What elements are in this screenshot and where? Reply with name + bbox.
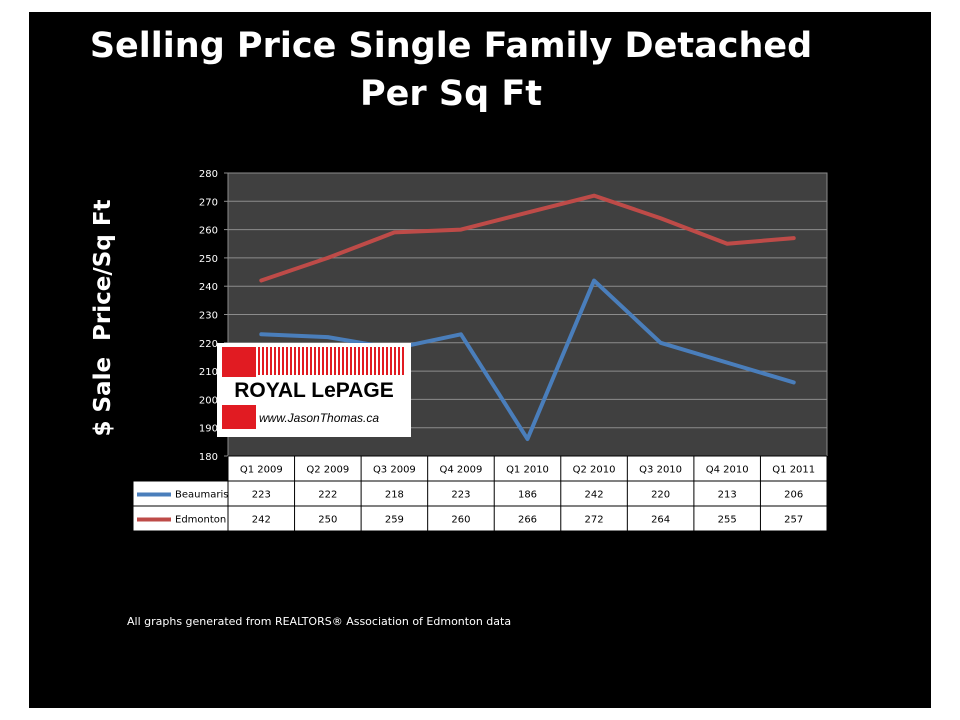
chart-title-line-2: Per Sq Ft [360,74,542,114]
data-table: Q1 2009 Q2 2009 Q3 2009 Q4 2009 Q1 2010 Q2 20… [132,455,828,532]
data-label-edmonton: 260 [451,515,470,526]
data-label-edmonton: 242 [252,515,271,526]
logo-brand-text: ROYAL LePAGE [219,377,409,405]
chart-title-line-1: Selling Price Single Family Detached [89,26,813,66]
y-tick-label: 230 [199,311,218,322]
source-footnote: All graphs generated from REALTORS® Asso… [127,615,512,628]
data-label-edmonton: 266 [518,515,537,526]
y-tick-label: 200 [199,395,218,406]
royal-lepage-logo: ROYAL LePAGE www.JasonThomas.ca [217,343,411,437]
data-label-edmonton: 255 [718,515,737,526]
y-tick-label: 180 [199,452,218,463]
legend-entry-beaumaris: Beaumaris [175,490,228,501]
legend-entry-edmonton: Edmonton [175,515,226,526]
data-label-beaumaris: 222 [318,490,337,501]
y-tick-label: 240 [199,282,218,293]
x-tick-label: Q3 2009 [373,465,416,476]
data-label-beaumaris: 213 [718,490,737,501]
data-label-edmonton: 257 [784,515,803,526]
y-tick-label: 270 [199,197,218,208]
data-label-beaumaris: 242 [585,490,604,501]
data-label-beaumaris: 218 [385,490,404,501]
x-tick-label: Q1 2009 [240,465,283,476]
x-tick-label: Q2 2009 [306,465,349,476]
logo-url-text: www.JasonThomas.ca [259,411,380,425]
table-header-bg [228,456,827,481]
data-label-edmonton: 250 [318,515,337,526]
x-tick-label: Q4 2010 [706,465,749,476]
data-label-edmonton: 259 [385,515,404,526]
x-tick-label: Q1 2010 [506,465,549,476]
y-tick-label: 220 [199,339,218,350]
x-tick-label: Q1 2011 [772,465,815,476]
x-tick-label: Q3 2010 [639,465,682,476]
data-label-beaumaris: 186 [518,490,537,501]
data-label-beaumaris: 223 [451,490,470,501]
data-label-beaumaris: 223 [252,490,271,501]
y-tick-label: 210 [199,367,218,378]
y-tick-label: 250 [199,254,218,265]
y-tick-label: 260 [199,226,218,237]
y-tick-label: 280 [199,169,218,180]
data-label-beaumaris: 220 [651,490,670,501]
y-tick-labels: 180 190 200 210 220 230 240 250 260 270 280 [199,169,218,463]
data-label-beaumaris: 206 [784,490,803,501]
y-tick-label: 190 [199,424,218,435]
x-tick-label: Q2 2010 [573,465,616,476]
series-lines [259,193,796,442]
x-tick-label: Q4 2009 [440,465,483,476]
data-label-edmonton: 272 [585,515,604,526]
chart-title: Selling Price Single Family Detached Per… [0,22,902,118]
data-label-edmonton: 264 [651,515,670,526]
